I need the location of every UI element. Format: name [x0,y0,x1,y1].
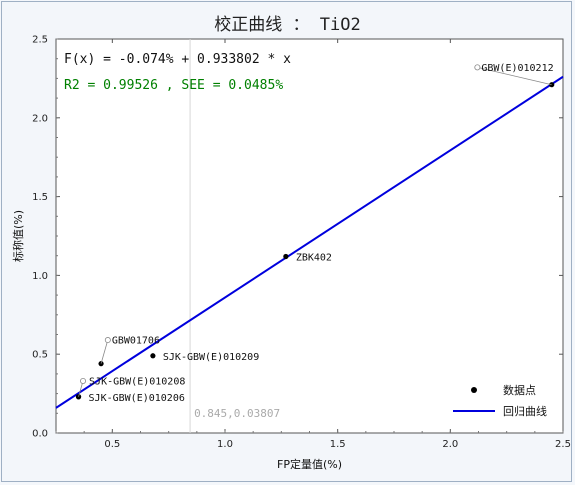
x-tick-label: 0.5 [104,439,120,450]
point-leader-marker [80,377,87,384]
point-label: SJK-GBW(E)010208 [89,376,185,387]
y-tick-label: 2.5 [32,35,48,46]
data-point [549,82,555,88]
legend: 数据点 回归曲线 [453,383,547,418]
y-tick-label: 2.0 [32,113,48,124]
chart-title: 校正曲线 ： TiO2 [214,15,361,35]
x-tick-label: 2.0 [442,439,458,450]
x-axis-label: FP定量值(%) [277,457,342,471]
point-label: SJK-GBW(E)010206 [89,393,185,404]
point-label: SJK-GBW(E)010209 [163,352,259,363]
x-tick-label: 1.0 [217,439,233,450]
y-tick-label: 1.0 [32,271,48,282]
legend-point-marker [471,387,477,393]
point-leader-marker [474,64,481,71]
y-tick-label: 1.5 [32,192,48,203]
y-tick-label: 0.0 [32,429,48,440]
equation-text: F(x) = -0.074% + 0.933802 * x [64,52,291,67]
point-label: ZBK402 [296,252,332,263]
legend-points-label: 数据点 [503,383,536,397]
plot-area [55,38,564,434]
data-point [283,253,289,260]
axis-ticks: 0.5 1.0 1.5 2.0 2.5 0.0 0.5 1.0 1.5 2.0 2.5 [32,35,571,451]
legend-line-label: 回归曲线 [503,404,547,418]
data-points: SJK-GBW(E)010206 SJK-GBW(E)010208 GBW01706… [75,63,555,404]
x-tick-label: 1.5 [330,439,346,450]
cursor-readout: 0.845,0.03807 [194,407,280,420]
point-leader-line [100,339,109,364]
data-point [150,353,156,359]
x-tick-label: 2.5 [555,439,571,450]
point-leader-marker [104,337,111,344]
regression-line [55,75,564,409]
stats-text: R2 = 0.99526 , SEE = 0.0485% [64,78,283,93]
point-label: GBW(E)010212 [481,63,553,74]
y-tick-label: 0.5 [32,350,48,361]
y-axis-label: 标称值(%) [11,210,25,262]
point-label: GBW01706 [112,336,160,347]
point-leader-line [477,66,552,86]
